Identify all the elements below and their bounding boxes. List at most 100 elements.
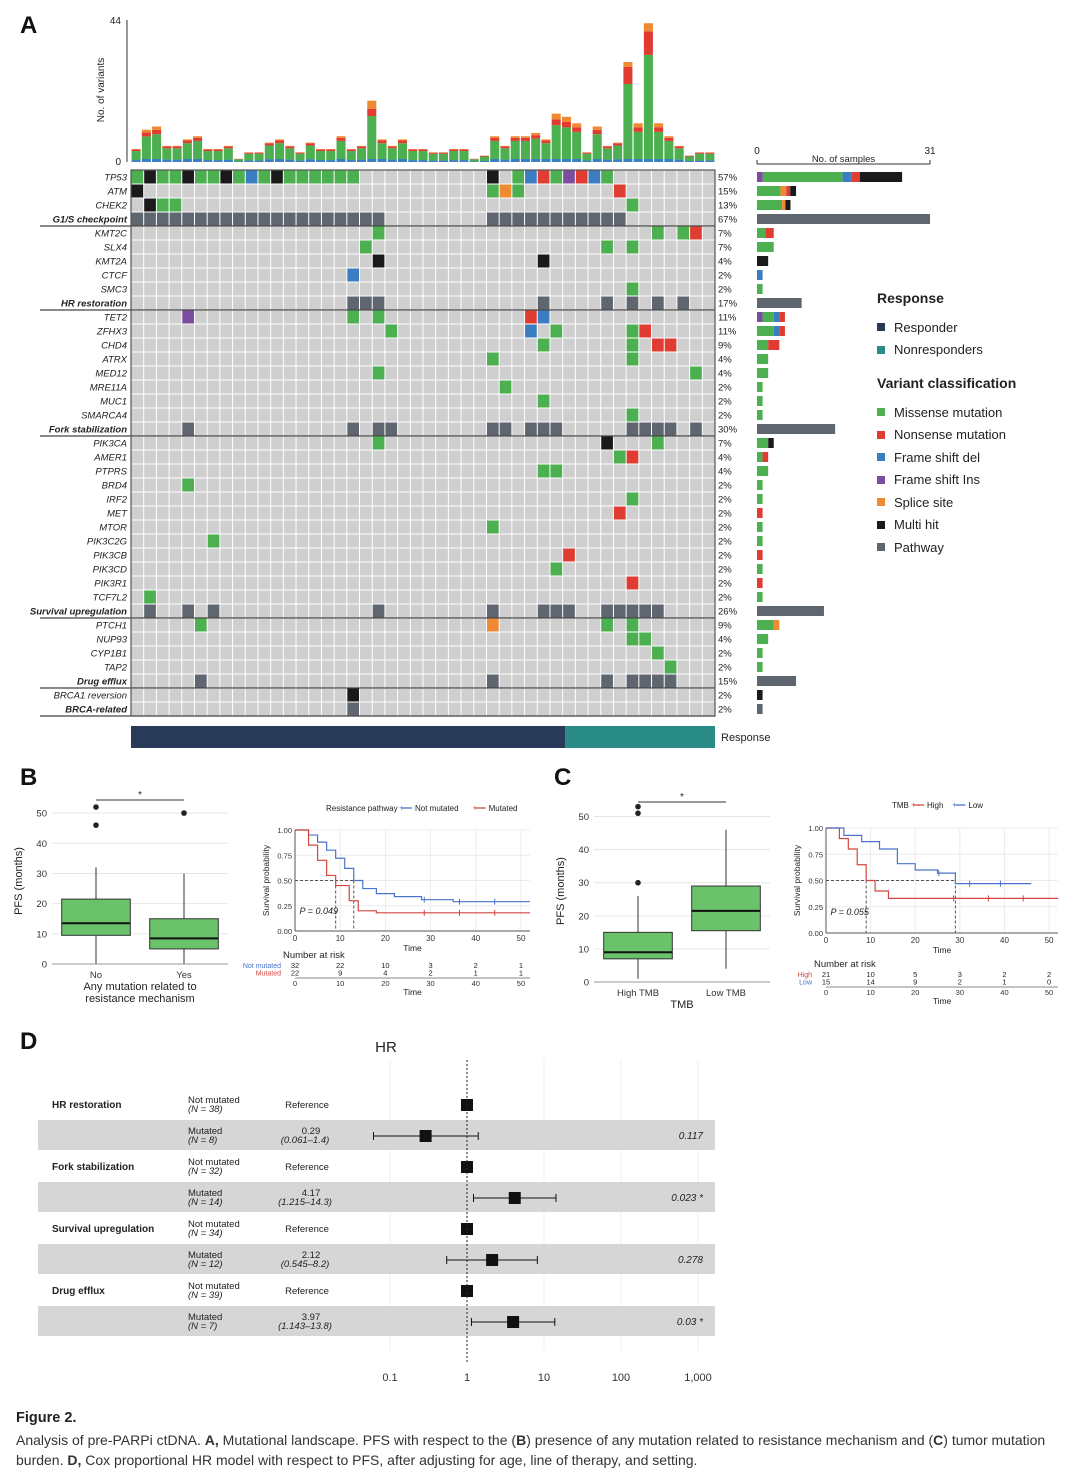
top-bar-segment xyxy=(490,140,500,159)
oncoprint-cell xyxy=(664,674,677,688)
oncoprint-cell xyxy=(207,688,220,702)
forest-row-label: Mutated xyxy=(188,1250,222,1261)
top-bar-segment xyxy=(141,136,151,159)
oncoprint-cell xyxy=(410,520,423,534)
oncoprint-cell xyxy=(334,688,347,702)
oncoprint-cell xyxy=(512,380,525,394)
box-body xyxy=(603,931,673,960)
oncoprint-cell xyxy=(385,688,398,702)
oncoprint-cell xyxy=(537,618,550,632)
oncoprint-cell xyxy=(626,226,639,240)
oncoprint-cell xyxy=(448,408,461,422)
oncoprint-cell xyxy=(220,702,233,716)
oncoprint-cell xyxy=(182,576,194,590)
oncoprint-cell xyxy=(233,422,245,436)
forest-estimate: 2.12 xyxy=(302,1250,321,1261)
oncoprint-cell xyxy=(410,310,423,324)
oncoprint-cell xyxy=(347,548,360,562)
oncoprint-cell xyxy=(220,534,233,548)
oncoprint-cell xyxy=(563,590,575,604)
legend-item: Frame shift Ins xyxy=(877,469,1067,492)
oncoprint-cell xyxy=(194,660,207,674)
oncoprint-cell xyxy=(601,506,613,520)
risk-row-label: High xyxy=(798,972,813,979)
oncoprint-cell xyxy=(664,254,677,268)
oncoprint-cell xyxy=(537,576,550,590)
oncoprint-cell xyxy=(664,338,677,352)
oncoprint-cell xyxy=(677,478,690,492)
oncoprint-cell xyxy=(436,338,448,352)
oncoprint-cell xyxy=(131,422,144,436)
oncoprint-cell xyxy=(207,226,220,240)
oncoprint-cell xyxy=(461,408,474,422)
oncoprint-cell xyxy=(588,422,601,436)
oncoprint-cell xyxy=(321,310,334,324)
box-ytick: 0 xyxy=(42,960,47,971)
oncoprint-cell xyxy=(169,184,182,198)
oncoprint-cell xyxy=(156,394,169,408)
oncoprint-cell xyxy=(563,674,575,688)
oncoprint-row-pct: 11% xyxy=(718,327,737,338)
oncoprint-cell xyxy=(271,464,283,478)
oncoprint-cell xyxy=(613,198,626,212)
oncoprint-cell xyxy=(525,450,537,464)
top-bar-segment xyxy=(305,143,315,146)
oncoprint-cell xyxy=(182,618,194,632)
oncoprint-cell xyxy=(309,240,321,254)
top-bar-segment xyxy=(387,159,397,162)
oncoprint-cell xyxy=(385,226,398,240)
oncoprint-row-label: Drug efflux xyxy=(77,677,128,688)
box-body xyxy=(149,918,219,950)
oncoprint-cell xyxy=(296,576,309,590)
oncoprint-cell xyxy=(360,688,372,702)
oncoprint-cell xyxy=(461,184,474,198)
oncoprint-cell xyxy=(283,170,296,184)
oncoprint-cell xyxy=(448,268,461,282)
top-bar-segment xyxy=(613,145,623,160)
oncoprint-cell xyxy=(194,212,207,226)
top-bar-segment xyxy=(275,159,285,162)
risk-cell: 10 xyxy=(381,961,389,970)
oncoprint-cell xyxy=(652,506,664,520)
oncoprint-cell xyxy=(499,184,512,198)
oncoprint-cell xyxy=(613,380,626,394)
top-bar-segment xyxy=(684,155,694,157)
oncoprint-cell xyxy=(474,380,486,394)
oncoprint-cell xyxy=(309,366,321,380)
oncoprint-cell xyxy=(131,394,144,408)
oncoprint-cell xyxy=(474,450,486,464)
oncoprint-cell xyxy=(347,436,360,450)
oncoprint-cell xyxy=(639,660,652,674)
oncoprint-cell xyxy=(144,660,156,674)
oncoprint-cell xyxy=(474,268,486,282)
oncoprint-cell xyxy=(601,226,613,240)
oncoprint-cell xyxy=(321,618,334,632)
oncoprint-cell xyxy=(436,394,448,408)
oncoprint-cell xyxy=(271,506,283,520)
oncoprint-cell xyxy=(550,366,563,380)
oncoprint-cell xyxy=(677,464,690,478)
oncoprint-cell xyxy=(296,464,309,478)
top-bar-segment xyxy=(500,148,510,160)
oncoprint-cell xyxy=(283,282,296,296)
oncoprint-cell xyxy=(474,660,486,674)
panel-letter-d: D xyxy=(20,1028,38,1055)
oncoprint-cell xyxy=(347,590,360,604)
top-bar-segment xyxy=(346,160,356,162)
oncoprint-cell xyxy=(613,268,626,282)
forest-row-n: (N = 7) xyxy=(188,1321,217,1332)
oncoprint-cell xyxy=(334,254,347,268)
oncoprint-cell xyxy=(182,310,194,324)
oncoprint-cell xyxy=(601,296,613,310)
oncoprint-cell xyxy=(613,506,626,520)
oncoprint-cell xyxy=(461,366,474,380)
oncoprint-cell xyxy=(245,576,258,590)
oncoprint-cell xyxy=(702,576,715,590)
oncoprint-cell xyxy=(664,562,677,576)
top-bar-segment xyxy=(234,159,244,162)
oncoprint-cell xyxy=(588,436,601,450)
oncoprint-row-pct: 57% xyxy=(718,173,738,184)
oncoprint-cell xyxy=(169,702,182,716)
oncoprint-cell xyxy=(537,240,550,254)
